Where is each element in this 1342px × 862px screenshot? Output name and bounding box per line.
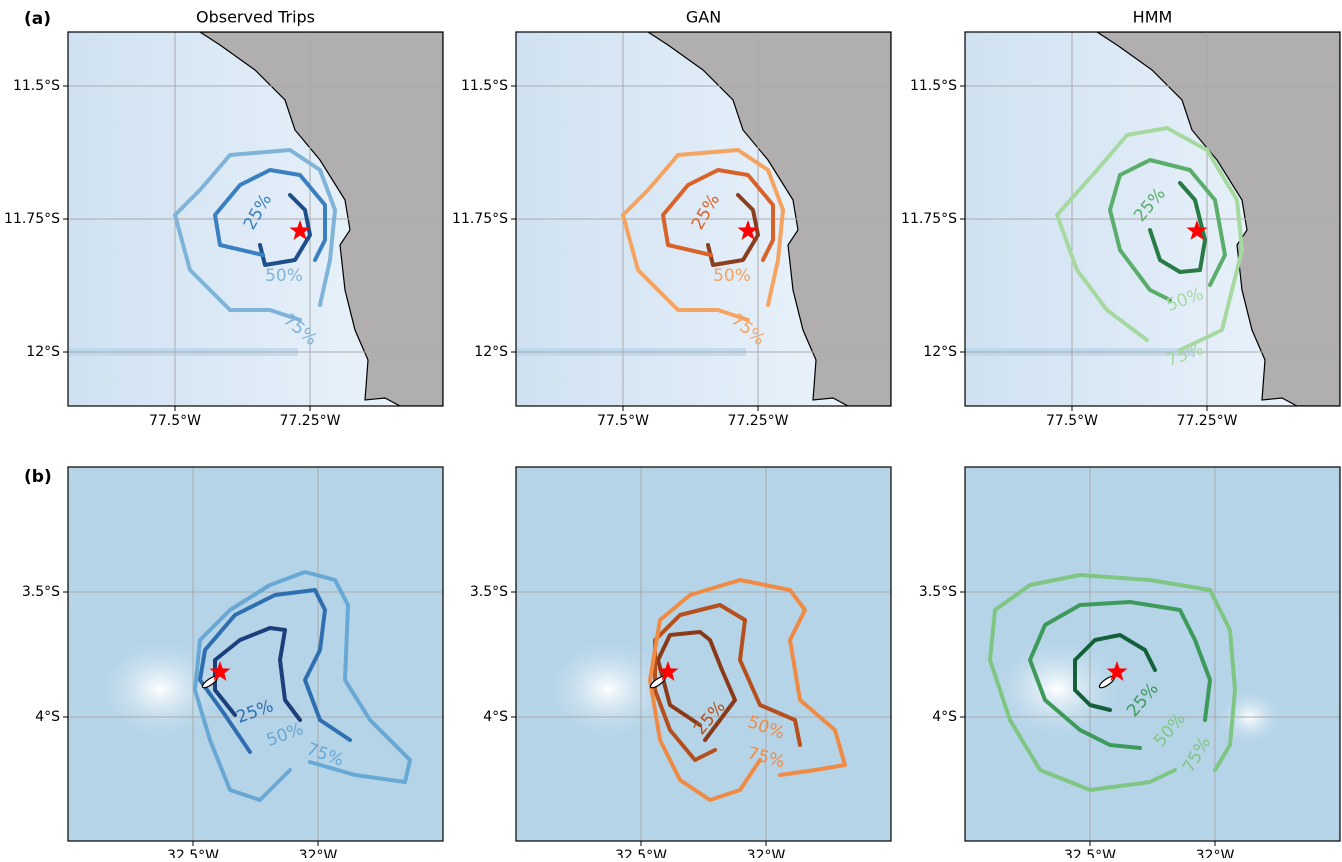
map-panel: 25%50%75% 3.5°S 4°S 32.5°W 32°W [470, 467, 891, 858]
map-panel: 25%50%75% 11.5°S 11.75°S 12°S 77.5°W 77.25°W O… [4, 8, 443, 430]
x-tick-label: 77.5°W [1046, 413, 1098, 429]
map-content: 25%50%75% [965, 467, 1340, 841]
x-tick-label: 32°W [747, 848, 786, 858]
y-tick-label: 3.5°S [919, 584, 957, 600]
map-panel: 25%50%75% 11.5°S 11.75°S 12°S 77.5°W 77.25°W G… [452, 8, 891, 430]
map-panel: 25%50%75% 3.5°S 4°S 32.5°W 32°W [919, 467, 1340, 858]
y-tick-label: 12°S [923, 344, 957, 360]
figure: (a) (b) 25%50%75% 11.5°S 11.75°S 12°S 77.5°W… [0, 0, 1342, 858]
x-tick-label: 77.5°W [149, 413, 201, 429]
x-tick-label: 32.5°W [1064, 848, 1116, 858]
map-content: 25%50%75% [68, 467, 443, 841]
y-tick-label: 4°S [932, 709, 957, 725]
panel-label: (a) [24, 9, 51, 29]
column-title: GAN [686, 8, 721, 27]
x-tick-label: 77.25°W [728, 413, 789, 429]
y-tick-label: 3.5°S [470, 584, 508, 600]
map-content: 25%50%75% [516, 467, 891, 841]
y-tick-label: 11.75°S [4, 211, 60, 227]
shallow-area [90, 634, 230, 744]
shallow-area [987, 634, 1127, 744]
y-tick-label: 3.5°S [22, 584, 60, 600]
y-tick-label: 12°S [26, 344, 60, 360]
x-tick-label: 77.5°W [597, 413, 649, 429]
y-tick-label: 11.5°S [910, 78, 957, 94]
x-tick-label: 32°W [299, 848, 338, 858]
x-tick-label: 77.25°W [1177, 413, 1238, 429]
y-tick-label: 11.5°S [13, 78, 60, 94]
y-tick-label: 11.5°S [461, 78, 508, 94]
x-tick-label: 32°W [1196, 848, 1235, 858]
y-tick-label: 12°S [474, 344, 508, 360]
map-content: 25%50%75% [965, 32, 1340, 406]
y-tick-label: 4°S [483, 709, 508, 725]
x-tick-label: 77.25°W [280, 413, 341, 429]
column-title: Observed Trips [196, 8, 315, 27]
map-content: 25%50%75% [68, 32, 443, 406]
x-tick-label: 32.5°W [615, 848, 667, 858]
x-tick-label: 32.5°W [167, 848, 219, 858]
map-panel: 25%50%75% 3.5°S 4°S 32.5°W 32°W [22, 467, 443, 858]
column-title: HMM [1133, 8, 1173, 27]
map-content: 25%50%75% [516, 32, 891, 406]
contour-label: 50% [713, 266, 751, 286]
panel-label: (b) [24, 467, 52, 487]
map-panel: 25%50%75% 11.5°S 11.75°S 12°S 77.5°W 77.25°W H… [901, 8, 1340, 430]
contour-label: 50% [265, 266, 303, 286]
y-tick-label: 11.75°S [901, 211, 957, 227]
y-tick-label: 4°S [35, 709, 60, 725]
y-tick-label: 11.75°S [452, 211, 508, 227]
